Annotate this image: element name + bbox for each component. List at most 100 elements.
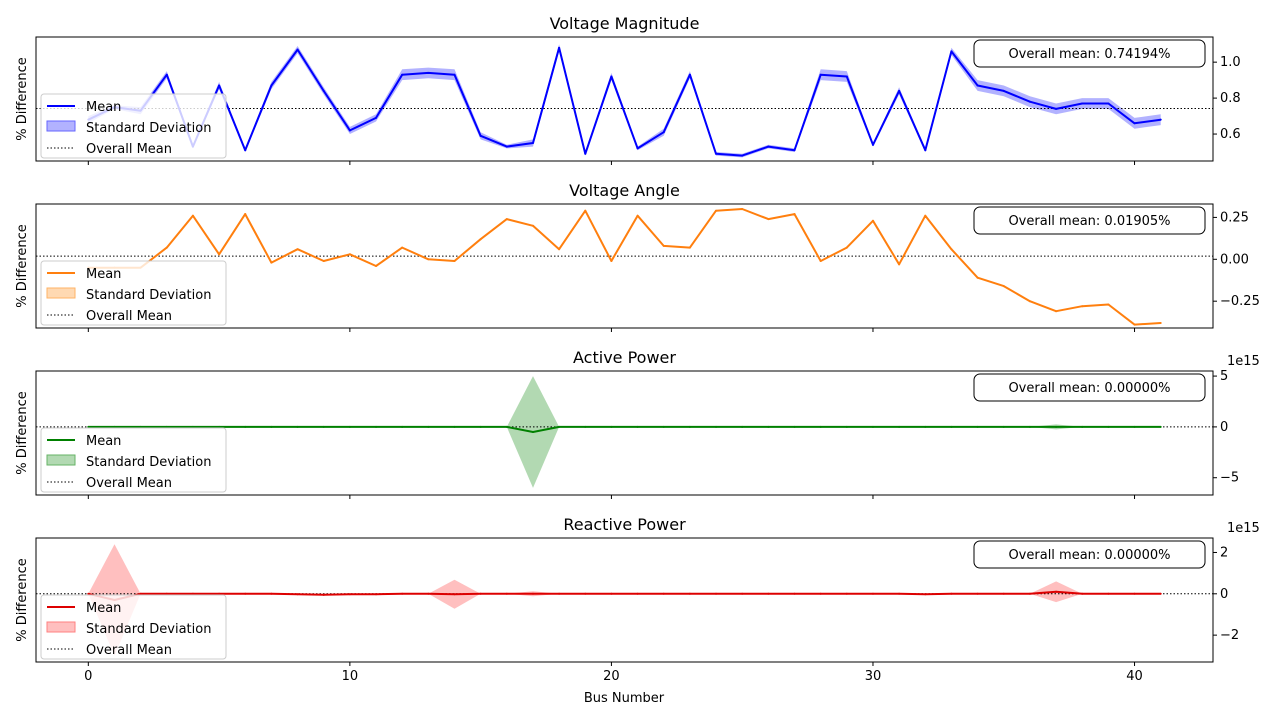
legend-box [40,93,227,159]
panel-title: Voltage Magnitude [550,14,700,33]
mean-point [453,73,456,76]
mean-point [1081,102,1084,105]
mean-point [924,149,927,152]
mean-point [1133,592,1136,595]
y-tick-label: 0.00 [1220,252,1249,267]
mean-point [191,592,194,595]
legend-std-label: Standard Deviation [86,121,211,136]
overall-mean-annotation: Overall mean: 0.74194% [1008,47,1170,62]
mean-point [636,147,639,150]
mean-point [688,425,691,428]
mean-point [662,592,665,595]
mean-point [767,218,770,221]
y-axis-label: % Difference [15,391,30,475]
mean-point [558,592,561,595]
legend-std-label: Standard Deviation [86,622,211,637]
mean-point [1107,102,1110,105]
mean-point [636,425,639,428]
mean-point [715,425,718,428]
mean-point [584,425,587,428]
mean-point [165,425,168,428]
mean-point [871,143,874,146]
mean-point [191,214,194,217]
y-tick-label: −0.25 [1220,294,1260,309]
mean-point [479,592,482,595]
mean-point [767,592,770,595]
mean-point [165,246,168,249]
mean-point [218,425,221,428]
axes-frame [35,36,1214,162]
mean-line [88,425,1161,433]
mean-point [1055,107,1058,110]
mean-point [845,75,848,78]
mean-point [741,592,744,595]
mean-point [1002,285,1005,288]
mean-point [741,154,744,157]
mean-point [636,592,639,595]
y-axis-label: % Difference [15,558,30,642]
mean-point [558,248,561,251]
panel-title: Voltage Angle [569,181,680,200]
legend-mean-label: Mean [86,434,121,449]
legend-overall-mean-label: Overall Mean [86,309,172,324]
mean-point [767,425,770,428]
panel-2: Voltage Angle % Difference −0.25 0.00 0.25 Ov… [15,181,1260,332]
mean-point [296,48,299,51]
y-multiplier-label: 1e15 [1227,521,1260,536]
mean-point [1159,118,1162,121]
mean-point [479,134,482,137]
mean-point [715,592,718,595]
legend-mean-label: Mean [86,601,121,616]
legend-overall-mean-label: Overall Mean [86,643,172,658]
mean-point [401,246,404,249]
mean-point [505,425,508,428]
legend-std-label: Standard Deviation [86,455,211,470]
mean-point [950,425,953,428]
axes-frame [35,203,1214,329]
mean-point [793,149,796,152]
mean-point [218,84,221,87]
mean-point [453,259,456,262]
mean-point [348,593,351,596]
mean-point [296,593,299,596]
mean-point [898,263,901,266]
mean-line [88,590,1161,601]
legend-std-swatch [46,621,76,633]
mean-point [1002,425,1005,428]
mean-point [139,592,142,595]
y-tick-label: 2 [1220,545,1228,560]
mean-point [662,425,665,428]
legend-std-swatch [46,454,76,466]
mean-point [898,89,901,92]
mean-point [819,259,822,262]
mean-point [767,145,770,148]
mean-point [898,425,901,428]
x-tick-label: 40 [1126,669,1143,684]
mean-point [1133,323,1136,326]
mean-point [427,258,430,261]
y-tick-label: 1.0 [1220,55,1241,70]
mean-point [244,592,247,595]
mean-point [401,73,404,76]
y-tick-label: 0.6 [1220,127,1241,142]
legend-box [40,427,227,493]
mean-point [610,425,613,428]
mean-point [375,265,378,267]
mean-point [715,152,718,155]
legend-box [40,594,227,660]
mean-point [584,152,587,155]
overall-mean-annotation: Overall mean: 0.00000% [1008,548,1170,563]
mean-point [976,592,979,595]
mean-point [688,592,691,595]
legend: Mean Standard Deviation Overall Mean [40,427,227,493]
x-tick-label: 30 [865,669,882,684]
panel-1: Voltage Magnitude % Difference 0.6 0.8 1.0 Ov… [15,14,1241,165]
mean-point [845,425,848,428]
mean-point [950,592,953,595]
y-axis-label: % Difference [15,224,30,308]
mean-point [427,425,430,428]
mean-point [558,425,561,428]
legend: Mean Standard Deviation Overall Mean [40,260,227,326]
legend-std-swatch [46,287,76,299]
